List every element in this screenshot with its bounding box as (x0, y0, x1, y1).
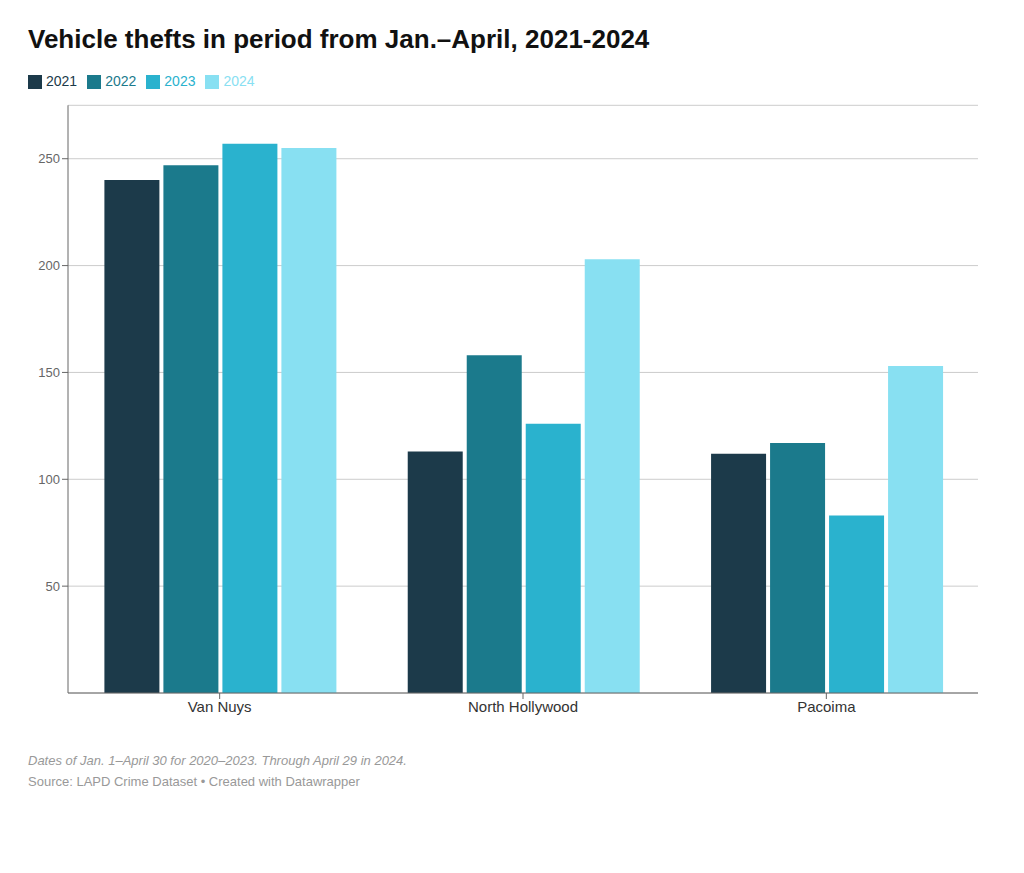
html-text:2021: 2021 (46, 73, 78, 89)
svg-text:200: 200 (38, 258, 60, 273)
svg-text:Van Nuys: Van Nuys (188, 698, 252, 715)
html-text:2022: 2022 (105, 73, 137, 89)
svg-text:150: 150 (38, 365, 60, 380)
html-text:Source: LAPD Crime Dataset • C: Source: LAPD Crime Dataset • Created wit… (28, 774, 360, 789)
svg-text:100: 100 (38, 472, 60, 487)
html-text:Dates of Jan. 1–April 30 for 2: Dates of Jan. 1–April 30 for 2020–2023. … (28, 753, 407, 768)
svg-text:50: 50 (46, 579, 60, 594)
svg-text:250: 250 (38, 151, 60, 166)
html-text:Vehicle thefts in period from: Vehicle thefts in period from Jan.–April… (28, 24, 650, 54)
svg-text:Pacoima: Pacoima (797, 698, 856, 715)
svg-text:North Hollywood: North Hollywood (468, 698, 578, 715)
html-text:2023: 2023 (164, 73, 196, 89)
html-text:2024: 2024 (223, 73, 255, 89)
